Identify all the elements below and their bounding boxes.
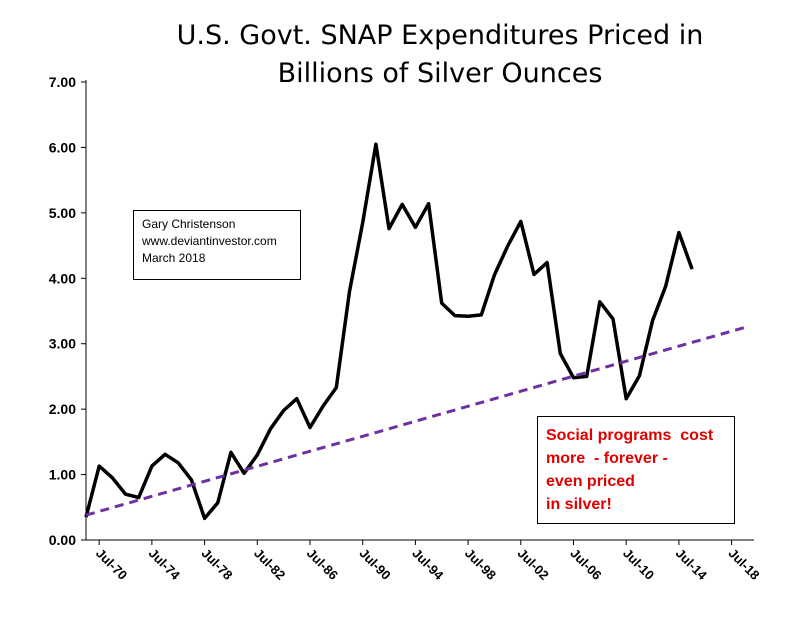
- credit-box: Gary Christenson www.deviantinvestor.com…: [133, 210, 301, 280]
- chart-title-line-2: Billions of Silver Ounces: [277, 58, 603, 89]
- note-box: Social programs cost more - forever - ev…: [537, 416, 735, 524]
- x-tick-label: Jul-10: [620, 546, 657, 583]
- note-line-3: even priced: [546, 473, 635, 490]
- credit-author: Gary Christenson: [142, 217, 236, 231]
- x-tick-labels: Jul-70 Jul-74 Jul-78 Jul-82 Jul-86 Jul-90 Jul-…: [93, 540, 763, 583]
- y-tick-label: 1.00: [49, 467, 76, 483]
- x-tick-label: Jul-14: [673, 546, 711, 584]
- y-tick-label: 6.00: [49, 139, 76, 155]
- x-tick-label: Jul-18: [725, 546, 762, 583]
- note-line-4: in silver!: [546, 496, 612, 513]
- x-tick-label: Jul-82: [251, 546, 288, 583]
- x-tick-label: Jul-74: [146, 546, 184, 584]
- credit-date: March 2018: [142, 251, 206, 265]
- y-tick-labels: 0.00 1.00 2.00 3.00 4.00 5.00 6.00 7.00: [49, 74, 86, 548]
- x-tick-label: Jul-78: [198, 546, 235, 583]
- y-tick-label: 5.00: [49, 205, 76, 221]
- note-line-1: Social programs cost: [546, 427, 714, 444]
- x-tick-label: Jul-06: [567, 546, 604, 583]
- series-layer: [84, 142, 746, 521]
- y-tick-label: 7.00: [49, 74, 76, 90]
- x-tick-label: Jul-94: [409, 546, 447, 584]
- y-tick-label: 4.00: [49, 270, 76, 286]
- trend-line: [85, 325, 746, 517]
- chart-title-line-1: U.S. Govt. SNAP Expenditures Priced in: [176, 20, 704, 51]
- x-tick-label: Jul-86: [304, 546, 341, 583]
- credit-website: www.deviantinvestor.com: [142, 234, 277, 248]
- y-tick-label: 0.00: [49, 532, 76, 548]
- note-line-2: more - forever -: [546, 450, 668, 467]
- y-tick-label: 3.00: [49, 336, 76, 352]
- x-tick-label: Jul-98: [462, 546, 499, 583]
- axes: [85, 80, 754, 541]
- y-tick-label: 2.00: [49, 401, 76, 417]
- x-tick-label: Jul-02: [515, 546, 552, 583]
- x-tick-label: Jul-70: [93, 546, 130, 583]
- x-tick-label: Jul-90: [357, 546, 394, 583]
